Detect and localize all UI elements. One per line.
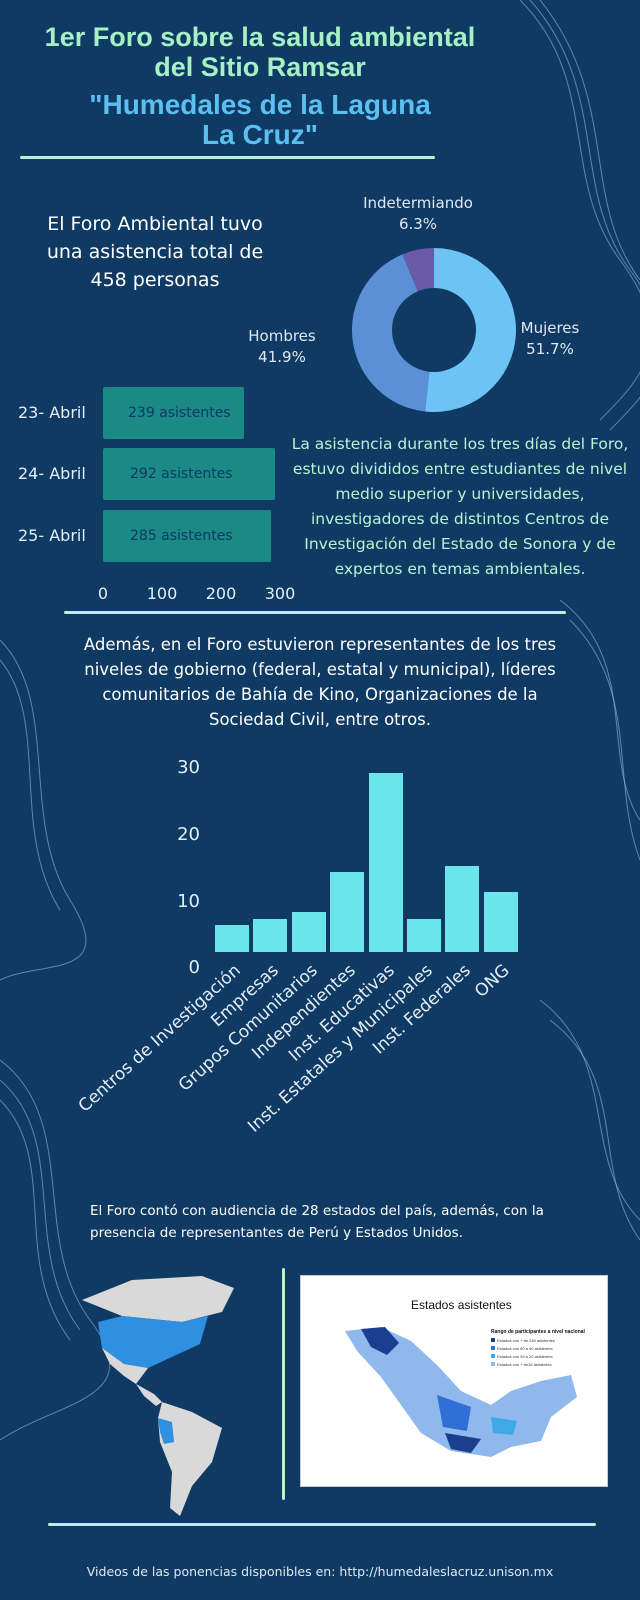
donut-label-value: 51.7% <box>526 340 574 358</box>
title-line-2: del Sitio Ramsar <box>154 52 366 82</box>
hbar-x-tick: 200 <box>205 584 237 603</box>
legend-swatch <box>491 1362 495 1366</box>
mexico-map-shape <box>345 1327 577 1457</box>
vbar-y-tick: 20 <box>177 824 200 845</box>
attendance-description: La asistencia durante los tres días del … <box>291 435 629 578</box>
states-description: El Foro contó con audiencia de 28 estado… <box>90 1203 544 1241</box>
legend-item: Estados con 60 a 40 asistentes <box>497 1346 553 1351</box>
divider-bottom <box>48 1523 596 1526</box>
attendance-intro: El Foro Ambiental tuvo una asistencia to… <box>46 213 264 291</box>
gender-donut-chart <box>352 248 516 412</box>
vbar-bar <box>330 872 365 952</box>
hbar-category-label: 23- Abril <box>18 403 86 422</box>
vbar-bar <box>215 925 249 952</box>
hbar-data-label: 292 asistentes <box>130 466 233 482</box>
donut-label-text: Mujeres <box>520 319 580 337</box>
vbar-bar <box>445 865 480 952</box>
vbar-y-tick: 10 <box>177 891 200 912</box>
hbar-category-label: 25- Abril <box>18 526 86 545</box>
divider-middle <box>64 611 566 614</box>
vbar-bar <box>291 912 326 952</box>
legend-item: Estados con + de 240 asistentes <box>497 1338 555 1343</box>
vbar-y-tick: 30 <box>177 757 200 778</box>
americas-map <box>82 1276 234 1516</box>
legend-swatch <box>491 1354 495 1358</box>
representatives-description: Además, en el Foro estuvieron representa… <box>83 635 557 729</box>
donut-label-hombres: Hombres 41.9% <box>244 326 320 368</box>
vertical-divider <box>282 1268 285 1500</box>
divider-top <box>20 156 435 159</box>
title-line-4: La Cruz" <box>202 119 318 150</box>
donut-label-text: Hombres <box>248 327 316 345</box>
legend-item: Estados con 39 a 20 asistentes <box>497 1354 553 1359</box>
hbar-x-tick: 100 <box>146 584 178 603</box>
vbar-bar <box>483 892 518 952</box>
vbar-bar <box>407 918 441 952</box>
title-line-1: 1er Foro sobre la salud ambiental <box>44 22 476 52</box>
donut-label-value: 6.3% <box>398 215 438 233</box>
hbar-data-label: 239 asistentes <box>128 405 231 421</box>
donut-label-mujeres: Mujeres 51.7% <box>515 318 585 360</box>
legend-swatch <box>491 1346 495 1350</box>
legend-swatch <box>491 1338 495 1342</box>
hbar-x-tick: 0 <box>97 584 109 603</box>
vbar-y-tick: 0 <box>188 957 200 978</box>
donut-label-indeterminado: Indetermiando 6.3% <box>348 193 488 235</box>
hbar-data-label: 285 asistentes <box>130 528 233 544</box>
map-title: Estados asistentes <box>411 1298 512 1312</box>
legend-item: Estados con + de16 asistentes <box>497 1362 552 1367</box>
hbar-bar <box>103 448 276 500</box>
vbar-bar <box>253 918 288 952</box>
hbar-bar <box>103 387 244 439</box>
hbar-x-tick: 300 <box>264 584 296 603</box>
hbar-category-label: 24- Abril <box>18 464 86 483</box>
footer-videos-link[interactable]: Videos de las ponencias disponibles en: … <box>86 1564 554 1579</box>
map-legend-title: Rango de participantes a nivel nacional <box>491 1329 585 1335</box>
vbar-bar <box>368 772 403 952</box>
donut-label-value: 41.9% <box>258 348 306 366</box>
hbar-bar <box>103 510 272 562</box>
title-line-3: "Humedales de la Laguna <box>89 89 431 120</box>
donut-label-text: Indetermiando <box>363 194 473 212</box>
mexico-states-map: Estados asistentes Rango de participante… <box>300 1275 608 1487</box>
